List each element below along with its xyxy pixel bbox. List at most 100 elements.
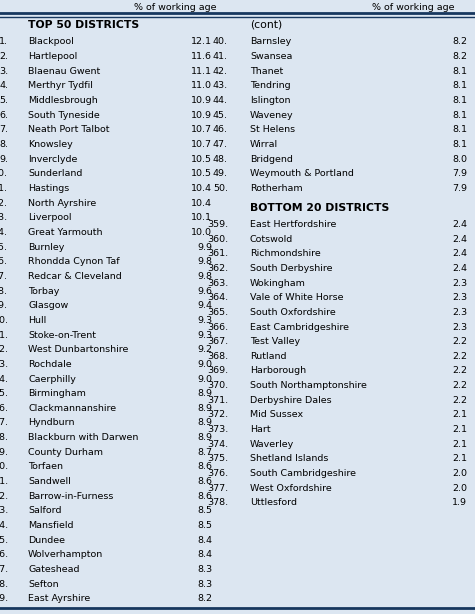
Text: 374.: 374.	[207, 440, 228, 449]
Text: 38.: 38.	[0, 580, 8, 589]
Text: Weymouth & Portland: Weymouth & Portland	[250, 169, 354, 179]
Text: 8.3: 8.3	[197, 565, 212, 574]
Text: 7.9: 7.9	[452, 184, 467, 193]
Text: 8.1: 8.1	[452, 67, 467, 76]
Text: 10.: 10.	[0, 169, 8, 179]
Text: Dundee: Dundee	[28, 536, 65, 545]
Text: 8.5: 8.5	[197, 521, 212, 530]
Text: 359.: 359.	[207, 220, 228, 229]
Text: 8.7: 8.7	[197, 448, 212, 457]
Text: 370.: 370.	[207, 381, 228, 390]
Text: Wolverhampton: Wolverhampton	[28, 550, 103, 559]
Text: 37.: 37.	[0, 565, 8, 574]
Text: 5.: 5.	[0, 96, 8, 105]
Text: 11.6: 11.6	[191, 52, 212, 61]
Text: East Hertfordshire: East Hertfordshire	[250, 220, 336, 229]
Text: Burnley: Burnley	[28, 243, 65, 252]
Text: 2.1: 2.1	[452, 410, 467, 419]
Text: 10.5: 10.5	[191, 169, 212, 179]
Text: 9.0: 9.0	[197, 375, 212, 384]
Text: Rhondda Cynon Taf: Rhondda Cynon Taf	[28, 257, 120, 266]
Text: 46.: 46.	[213, 125, 228, 134]
Text: 8.0: 8.0	[452, 155, 467, 164]
Text: West Dunbartonshire: West Dunbartonshire	[28, 345, 128, 354]
Text: Uttlesford: Uttlesford	[250, 499, 297, 507]
Text: Hull: Hull	[28, 316, 46, 325]
Text: 32.: 32.	[0, 492, 8, 501]
Text: 10.9: 10.9	[191, 96, 212, 105]
Text: 27.: 27.	[0, 419, 8, 427]
Text: 363.: 363.	[207, 279, 228, 287]
Text: 2.3: 2.3	[452, 279, 467, 287]
Text: South Tyneside: South Tyneside	[28, 111, 100, 120]
Text: 376.: 376.	[207, 469, 228, 478]
Text: 10.4: 10.4	[191, 199, 212, 208]
Text: 8.2: 8.2	[452, 52, 467, 61]
Text: 43.: 43.	[213, 82, 228, 90]
Text: BOTTOM 20 DISTRICTS: BOTTOM 20 DISTRICTS	[250, 203, 389, 213]
Text: 40.: 40.	[213, 37, 228, 47]
Text: 2.2: 2.2	[452, 337, 467, 346]
Text: 28.: 28.	[0, 433, 8, 442]
Text: 378.: 378.	[207, 499, 228, 507]
Text: 8.6: 8.6	[197, 492, 212, 501]
Text: Redcar & Cleveland: Redcar & Cleveland	[28, 272, 122, 281]
Text: 33.: 33.	[0, 507, 8, 515]
Text: 41.: 41.	[213, 52, 228, 61]
Text: Hart: Hart	[250, 425, 271, 434]
Text: Rotherham: Rotherham	[250, 184, 303, 193]
Text: 2.4: 2.4	[452, 235, 467, 244]
Text: Barrow-in-Furness: Barrow-in-Furness	[28, 492, 114, 501]
Text: Middlesbrough: Middlesbrough	[28, 96, 98, 105]
Text: 10.5: 10.5	[191, 155, 212, 164]
Text: 8.1: 8.1	[452, 140, 467, 149]
Text: 2.1: 2.1	[452, 454, 467, 464]
Text: Torfaen: Torfaen	[28, 462, 63, 472]
Text: 10.7: 10.7	[191, 125, 212, 134]
Text: County Durham: County Durham	[28, 448, 103, 457]
Text: 8.1: 8.1	[452, 125, 467, 134]
Text: 2.4: 2.4	[452, 220, 467, 229]
Text: 29.: 29.	[0, 448, 8, 457]
Text: 3.: 3.	[0, 67, 8, 76]
Text: Inverclyde: Inverclyde	[28, 155, 77, 164]
Text: 17.: 17.	[0, 272, 8, 281]
Text: 372.: 372.	[207, 410, 228, 419]
Text: Islington: Islington	[250, 96, 291, 105]
Text: 9.3: 9.3	[197, 330, 212, 340]
Text: 20.: 20.	[0, 316, 8, 325]
Text: Harborough: Harborough	[250, 367, 306, 376]
Text: 8.: 8.	[0, 140, 8, 149]
Text: 7.9: 7.9	[452, 169, 467, 179]
Text: 8.9: 8.9	[197, 419, 212, 427]
Text: Blaenau Gwent: Blaenau Gwent	[28, 67, 100, 76]
Text: Vale of White Horse: Vale of White Horse	[250, 293, 343, 302]
Text: 2.2: 2.2	[452, 367, 467, 376]
Text: 15.: 15.	[0, 243, 8, 252]
Text: Stoke-on-Trent: Stoke-on-Trent	[28, 330, 96, 340]
Text: 16.: 16.	[0, 257, 8, 266]
Text: 23.: 23.	[0, 360, 8, 369]
Text: 364.: 364.	[207, 293, 228, 302]
Text: 19.: 19.	[0, 301, 8, 310]
Text: 50.: 50.	[213, 184, 228, 193]
Text: Birmingham: Birmingham	[28, 389, 86, 398]
Text: 2.1: 2.1	[452, 440, 467, 449]
Text: Cotswold: Cotswold	[250, 235, 293, 244]
Text: 369.: 369.	[207, 367, 228, 376]
Text: 8.4: 8.4	[197, 536, 212, 545]
Text: Merthyr Tydfil: Merthyr Tydfil	[28, 82, 93, 90]
Text: 9.8: 9.8	[197, 272, 212, 281]
Text: Neath Port Talbot: Neath Port Talbot	[28, 125, 110, 134]
Text: 9.4: 9.4	[197, 301, 212, 310]
Text: 2.3: 2.3	[452, 308, 467, 317]
Text: Waveney: Waveney	[250, 111, 294, 120]
Text: 9.0: 9.0	[197, 360, 212, 369]
Text: 8.5: 8.5	[197, 507, 212, 515]
Text: Hastings: Hastings	[28, 184, 69, 193]
Text: 9.2: 9.2	[197, 345, 212, 354]
Text: Blackburn with Darwen: Blackburn with Darwen	[28, 433, 138, 442]
Text: 2.0: 2.0	[452, 469, 467, 478]
Text: 8.3: 8.3	[197, 580, 212, 589]
Text: 360.: 360.	[207, 235, 228, 244]
